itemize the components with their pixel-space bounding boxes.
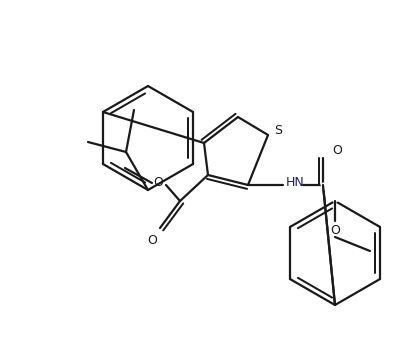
Text: O: O: [147, 234, 157, 247]
Text: S: S: [274, 125, 282, 138]
Text: HN: HN: [286, 177, 305, 189]
Text: O: O: [332, 143, 342, 156]
Text: O: O: [330, 225, 340, 237]
Text: O: O: [153, 177, 163, 189]
